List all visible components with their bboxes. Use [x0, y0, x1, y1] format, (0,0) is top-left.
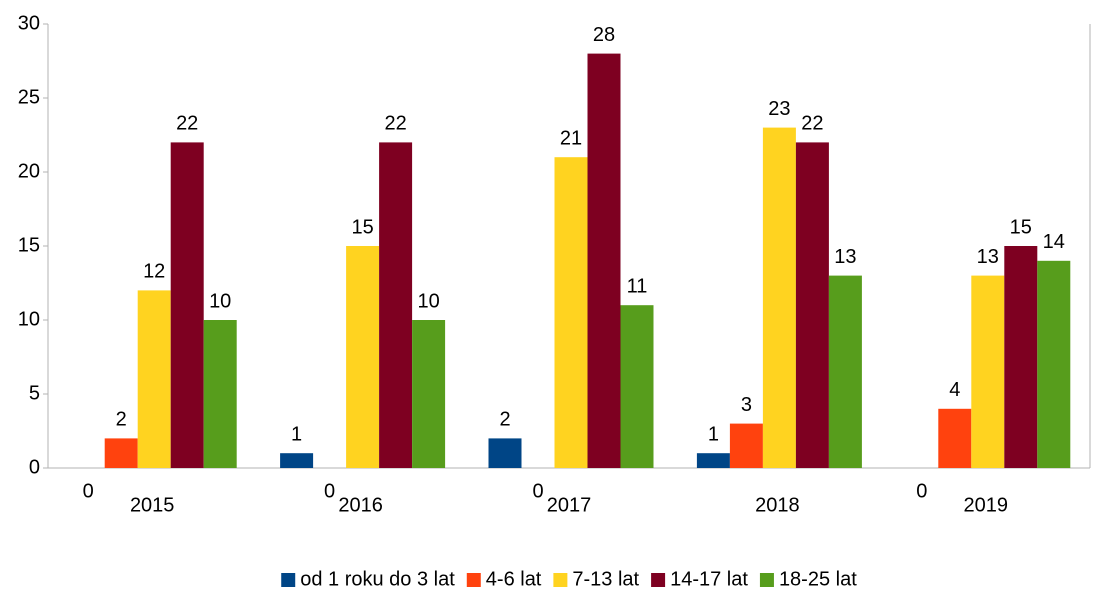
- bar: [554, 157, 588, 468]
- bar: [203, 320, 237, 468]
- bar: [1004, 246, 1038, 468]
- data-label: 23: [768, 98, 790, 120]
- data-label: 22: [801, 113, 823, 135]
- data-label: 0: [532, 480, 543, 502]
- data-label: 15: [1010, 216, 1032, 238]
- data-label: 0: [916, 480, 927, 502]
- data-label: 11: [627, 275, 648, 297]
- data-label: 4: [949, 379, 960, 401]
- data-label: 10: [209, 290, 231, 312]
- data-label: 2: [116, 409, 127, 431]
- data-label: 3: [741, 394, 752, 416]
- bar: [938, 408, 972, 468]
- bar: [828, 275, 862, 468]
- legend-label: 4-6 lat: [486, 568, 542, 590]
- legend-swatch: [759, 573, 774, 587]
- x-tick-label: 2016: [338, 494, 383, 516]
- x-tick-label: 2015: [130, 494, 175, 516]
- y-tick-label: 0: [29, 456, 40, 478]
- y-tick-label: 30: [18, 12, 40, 34]
- bar: [1037, 260, 1071, 468]
- legend-label: 14-17 lat: [670, 568, 748, 590]
- bar: [104, 438, 138, 468]
- legend-label: od 1 roku do 3 lat: [300, 568, 455, 590]
- y-tick-label: 15: [18, 234, 40, 256]
- y-tick-label: 20: [18, 160, 40, 182]
- x-tick-label: 2018: [755, 494, 800, 516]
- data-label: 2: [499, 409, 510, 431]
- y-tick-label: 10: [18, 308, 40, 330]
- bar: [346, 246, 380, 468]
- data-label: 22: [384, 113, 406, 135]
- data-label: 0: [324, 480, 335, 502]
- x-tick-label: 2017: [547, 494, 592, 516]
- bar: [971, 275, 1005, 468]
- data-label: 1: [291, 423, 302, 445]
- bar: [795, 142, 829, 468]
- legend: od 1 roku do 3 lat 4-6 lat 7-13 lat 14-17 l…: [281, 568, 857, 590]
- data-label: 13: [977, 246, 999, 268]
- data-label: 21: [560, 127, 582, 149]
- data-label: 1: [708, 423, 719, 445]
- y-tick-label: 25: [18, 86, 40, 108]
- legend-label: 7-13 lat: [572, 568, 639, 590]
- data-label: 14: [1043, 231, 1065, 253]
- bar: [170, 142, 204, 468]
- data-label: 0: [83, 480, 94, 502]
- legend-swatch: [553, 573, 568, 587]
- bar: [587, 53, 621, 468]
- bar: [729, 423, 763, 468]
- data-label: 13: [834, 246, 856, 268]
- legend-label: 18-25 lat: [779, 568, 857, 590]
- bar: [488, 438, 522, 468]
- bar: [412, 320, 446, 468]
- data-label: 28: [593, 24, 615, 46]
- data-label: 15: [351, 216, 373, 238]
- legend-swatch: [466, 573, 481, 587]
- bar: [137, 290, 171, 468]
- legend-swatch: [281, 573, 296, 587]
- data-label: 22: [176, 113, 198, 135]
- data-label: 10: [417, 290, 439, 312]
- bar: [762, 127, 796, 468]
- x-tick-label: 2019: [964, 494, 1009, 516]
- legend-swatch: [651, 573, 666, 587]
- y-tick-label: 5: [29, 382, 40, 404]
- data-label: 12: [143, 261, 165, 283]
- bar: [620, 305, 654, 468]
- bar: [379, 142, 413, 468]
- bar: [280, 453, 314, 468]
- bar: [696, 453, 730, 468]
